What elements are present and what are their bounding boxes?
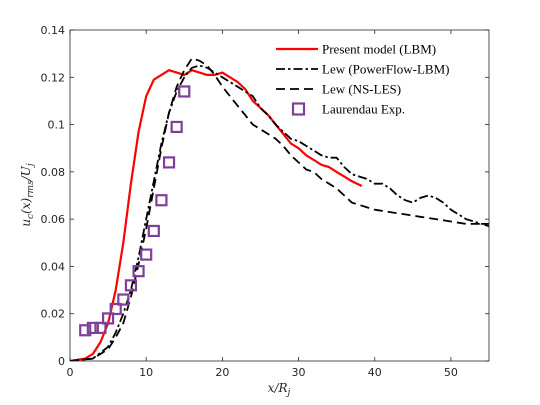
axes-layer: 0 10 20 30 40 50 0 0.02 0.04 0.06 0.08 0.1 0.12 0.14	[41, 24, 490, 379]
legend-label: Lew (PowerFlow-LBM)	[322, 62, 449, 77]
data-point-marker	[155, 194, 168, 207]
y-tick-label: 0.02	[41, 308, 66, 321]
legend-label: Laurendau Exp.	[322, 102, 405, 117]
y-axis-label: uc(x)rms/Uj	[19, 163, 36, 227]
series-line-1	[70, 69, 363, 361]
y-tick-label: 0.04	[41, 260, 66, 273]
legend: Present model (LBM) Lew (PowerFlow-LBM) Le…	[276, 42, 449, 117]
data-point-marker	[178, 85, 191, 98]
series-line-2	[70, 64, 489, 361]
data-point-marker	[132, 265, 145, 278]
data-point-marker	[124, 279, 138, 292]
x-tick-label: 50	[444, 366, 458, 379]
series-line-3	[70, 57, 489, 361]
plot-background	[70, 30, 489, 361]
x-tick-label: 40	[368, 366, 382, 379]
data-point-marker	[162, 156, 176, 169]
series-layer	[70, 57, 489, 361]
x-tick-label: 30	[292, 366, 306, 379]
legend-label: Present model (LBM)	[322, 42, 436, 57]
data-point-marker	[140, 248, 153, 261]
y-tick-label: 0.1	[48, 119, 66, 132]
data-point-marker	[170, 120, 183, 134]
data-point-marker	[147, 224, 160, 238]
x-tick-label: 20	[215, 366, 229, 379]
data-point-marker	[109, 302, 122, 316]
y-tick-label: 0.08	[41, 166, 66, 179]
y-tick-label: 0	[58, 355, 65, 368]
x-tick-label: 10	[139, 366, 153, 379]
data-point-marker	[86, 321, 99, 334]
x-axis-label: x/Rj	[268, 381, 291, 398]
data-point-marker	[117, 293, 130, 306]
plot-frame	[69, 29, 490, 362]
data-point-marker	[79, 324, 92, 337]
y-tick-label: 0.14	[41, 24, 66, 37]
y-tick-label: 0.12	[41, 71, 66, 84]
legend-marker	[291, 102, 306, 116]
legend-label: Lew (NS-LES)	[322, 82, 401, 97]
y-tick-label: 0.06	[41, 213, 66, 226]
x-tick-label: 0	[67, 366, 74, 379]
data-point-marker	[94, 321, 107, 334]
data-point-marker	[101, 312, 115, 325]
